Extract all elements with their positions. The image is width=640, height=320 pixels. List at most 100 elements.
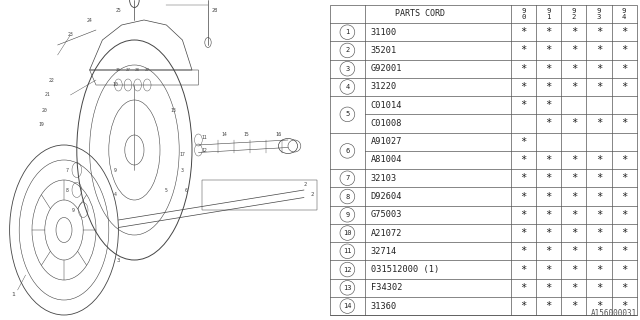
Text: *: * xyxy=(596,155,602,165)
Text: 7: 7 xyxy=(345,175,349,181)
Text: G75003: G75003 xyxy=(371,210,403,219)
Text: *: * xyxy=(621,173,627,183)
Text: 13: 13 xyxy=(343,285,351,291)
Text: 17: 17 xyxy=(180,153,185,157)
Text: 31220: 31220 xyxy=(371,83,397,92)
Text: *: * xyxy=(596,246,602,256)
Text: *: * xyxy=(596,228,602,238)
Text: *: * xyxy=(520,82,527,92)
Text: 14: 14 xyxy=(343,303,351,309)
Text: *: * xyxy=(520,64,527,74)
Text: 9: 9 xyxy=(114,167,116,172)
Text: C01008: C01008 xyxy=(371,119,403,128)
Text: 32714: 32714 xyxy=(371,247,397,256)
Text: G92001: G92001 xyxy=(371,64,403,73)
Text: *: * xyxy=(520,228,527,238)
Text: *: * xyxy=(596,210,602,220)
Text: 28: 28 xyxy=(135,68,140,72)
Text: *: * xyxy=(545,228,552,238)
Text: *: * xyxy=(596,82,602,92)
Text: 4: 4 xyxy=(114,193,116,197)
Text: *: * xyxy=(621,155,627,165)
Text: 9: 9 xyxy=(345,212,349,218)
Text: 1: 1 xyxy=(11,292,15,298)
Text: *: * xyxy=(621,210,627,220)
Text: *: * xyxy=(520,173,527,183)
Text: 13: 13 xyxy=(170,108,175,113)
Text: 6: 6 xyxy=(184,188,187,193)
Text: 1: 1 xyxy=(345,29,349,35)
Text: 6: 6 xyxy=(345,148,349,154)
Text: 31360: 31360 xyxy=(371,301,397,311)
Text: 20: 20 xyxy=(42,108,47,113)
Text: *: * xyxy=(621,191,627,202)
Text: 11: 11 xyxy=(343,248,351,254)
Text: C01014: C01014 xyxy=(371,101,403,110)
Text: *: * xyxy=(571,82,577,92)
Text: *: * xyxy=(571,283,577,293)
Text: 2: 2 xyxy=(345,47,349,53)
Text: *: * xyxy=(596,191,602,202)
Text: 35201: 35201 xyxy=(371,46,397,55)
Text: A21072: A21072 xyxy=(371,228,403,237)
Text: 9
4: 9 4 xyxy=(622,8,627,20)
Text: 11: 11 xyxy=(202,135,207,140)
Text: *: * xyxy=(596,118,602,129)
Text: *: * xyxy=(571,246,577,256)
Text: 3: 3 xyxy=(181,167,184,172)
Text: 8: 8 xyxy=(345,194,349,199)
Text: *: * xyxy=(596,265,602,275)
Text: *: * xyxy=(545,27,552,37)
Text: *: * xyxy=(520,27,527,37)
Text: *: * xyxy=(545,191,552,202)
Text: 9
0: 9 0 xyxy=(522,8,525,20)
Text: 7: 7 xyxy=(66,167,68,172)
Text: *: * xyxy=(621,45,627,55)
Text: *: * xyxy=(545,301,552,311)
Text: 23: 23 xyxy=(68,33,73,37)
Text: *: * xyxy=(520,155,527,165)
Text: 9
3: 9 3 xyxy=(597,8,601,20)
Text: *: * xyxy=(520,301,527,311)
Text: *: * xyxy=(596,64,602,74)
Text: *: * xyxy=(621,246,627,256)
Text: PARTS CORD: PARTS CORD xyxy=(396,9,445,19)
Text: 21: 21 xyxy=(45,92,51,98)
Text: *: * xyxy=(571,27,577,37)
Text: *: * xyxy=(520,100,527,110)
Text: *: * xyxy=(520,265,527,275)
Text: 12: 12 xyxy=(202,148,207,153)
Text: 28: 28 xyxy=(211,7,218,12)
Text: A81004: A81004 xyxy=(371,156,403,164)
Text: *: * xyxy=(621,301,627,311)
Text: 9
2: 9 2 xyxy=(572,8,576,20)
Text: *: * xyxy=(545,45,552,55)
Text: 8: 8 xyxy=(66,188,68,193)
Text: 12: 12 xyxy=(343,267,351,273)
Text: *: * xyxy=(545,173,552,183)
Text: 32103: 32103 xyxy=(371,174,397,183)
Text: 27: 27 xyxy=(125,68,131,72)
Text: *: * xyxy=(621,118,627,129)
Text: *: * xyxy=(545,155,552,165)
Text: *: * xyxy=(545,265,552,275)
Text: *: * xyxy=(571,45,577,55)
Text: *: * xyxy=(596,173,602,183)
Text: *: * xyxy=(596,27,602,37)
Text: *: * xyxy=(520,210,527,220)
Text: 16: 16 xyxy=(275,132,282,138)
Text: 15: 15 xyxy=(244,132,249,138)
Text: 31100: 31100 xyxy=(371,28,397,37)
Text: F34302: F34302 xyxy=(371,283,403,292)
Text: 9
1: 9 1 xyxy=(547,8,551,20)
Text: 27: 27 xyxy=(145,68,150,72)
Text: *: * xyxy=(520,246,527,256)
Text: 10: 10 xyxy=(343,230,351,236)
Text: *: * xyxy=(621,283,627,293)
Text: *: * xyxy=(571,118,577,129)
Text: 9: 9 xyxy=(72,207,75,212)
Text: 25: 25 xyxy=(116,7,121,12)
Text: 5: 5 xyxy=(165,188,168,193)
Text: *: * xyxy=(545,82,552,92)
Text: 3: 3 xyxy=(116,258,120,262)
